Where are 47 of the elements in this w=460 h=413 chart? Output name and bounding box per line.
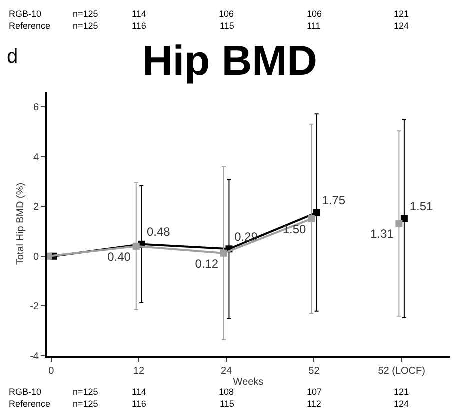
text: 106	[219, 9, 234, 19]
text: 111	[307, 21, 321, 31]
text: RGB-10	[9, 9, 42, 19]
x-tick-label: 0	[48, 366, 55, 377]
text: 106	[307, 9, 322, 19]
text: 115	[220, 21, 234, 31]
text: 115	[220, 399, 234, 409]
y-tick-label: 0	[33, 252, 40, 263]
text: n=125	[73, 9, 98, 19]
y-tick-label: 2	[33, 202, 40, 214]
chart-title: Hip BMD	[142, 36, 318, 84]
text: n=125	[73, 21, 98, 31]
text: 108	[219, 387, 234, 397]
data-label: 0.12	[195, 256, 219, 271]
y-tick-label: 6	[33, 102, 40, 114]
data-label: 0.48	[146, 225, 171, 240]
text: Reference	[9, 399, 51, 409]
text: 124	[394, 399, 410, 409]
data-label: 0.29	[234, 230, 258, 244]
text: 114	[132, 387, 146, 397]
text: n=125	[73, 399, 98, 409]
text: 114	[132, 9, 146, 19]
text: RGB-10	[9, 387, 42, 397]
y-axis-title: Total Hip BMD (%)	[16, 182, 27, 266]
x-tick-label: 52 (LOCF)	[378, 366, 426, 377]
text: 112	[307, 399, 322, 409]
x-tick-label: 24	[221, 366, 233, 377]
text: 116	[132, 21, 146, 31]
text: n=125	[73, 387, 98, 397]
data-label: 1.31	[370, 227, 394, 242]
data-label: 1.75	[322, 193, 346, 208]
text: 116	[132, 399, 146, 409]
text: 121	[394, 9, 410, 19]
y-tick-label: -2	[30, 302, 40, 313]
text: d	[7, 46, 18, 68]
text: 121	[394, 387, 410, 397]
x-axis-title: Weeks	[233, 377, 264, 388]
text: 107	[307, 387, 322, 397]
x-tick-label: 52	[308, 366, 320, 377]
text: Reference	[9, 21, 51, 31]
y-tick-label: -4	[30, 352, 40, 362]
text: 124	[394, 21, 410, 31]
data-label: 1.51	[410, 199, 434, 214]
data-label: 1.50	[282, 222, 307, 236]
y-tick-label: 4	[33, 152, 40, 164]
x-tick-label: 12	[133, 366, 145, 377]
data-label: 0.40	[108, 250, 132, 264]
